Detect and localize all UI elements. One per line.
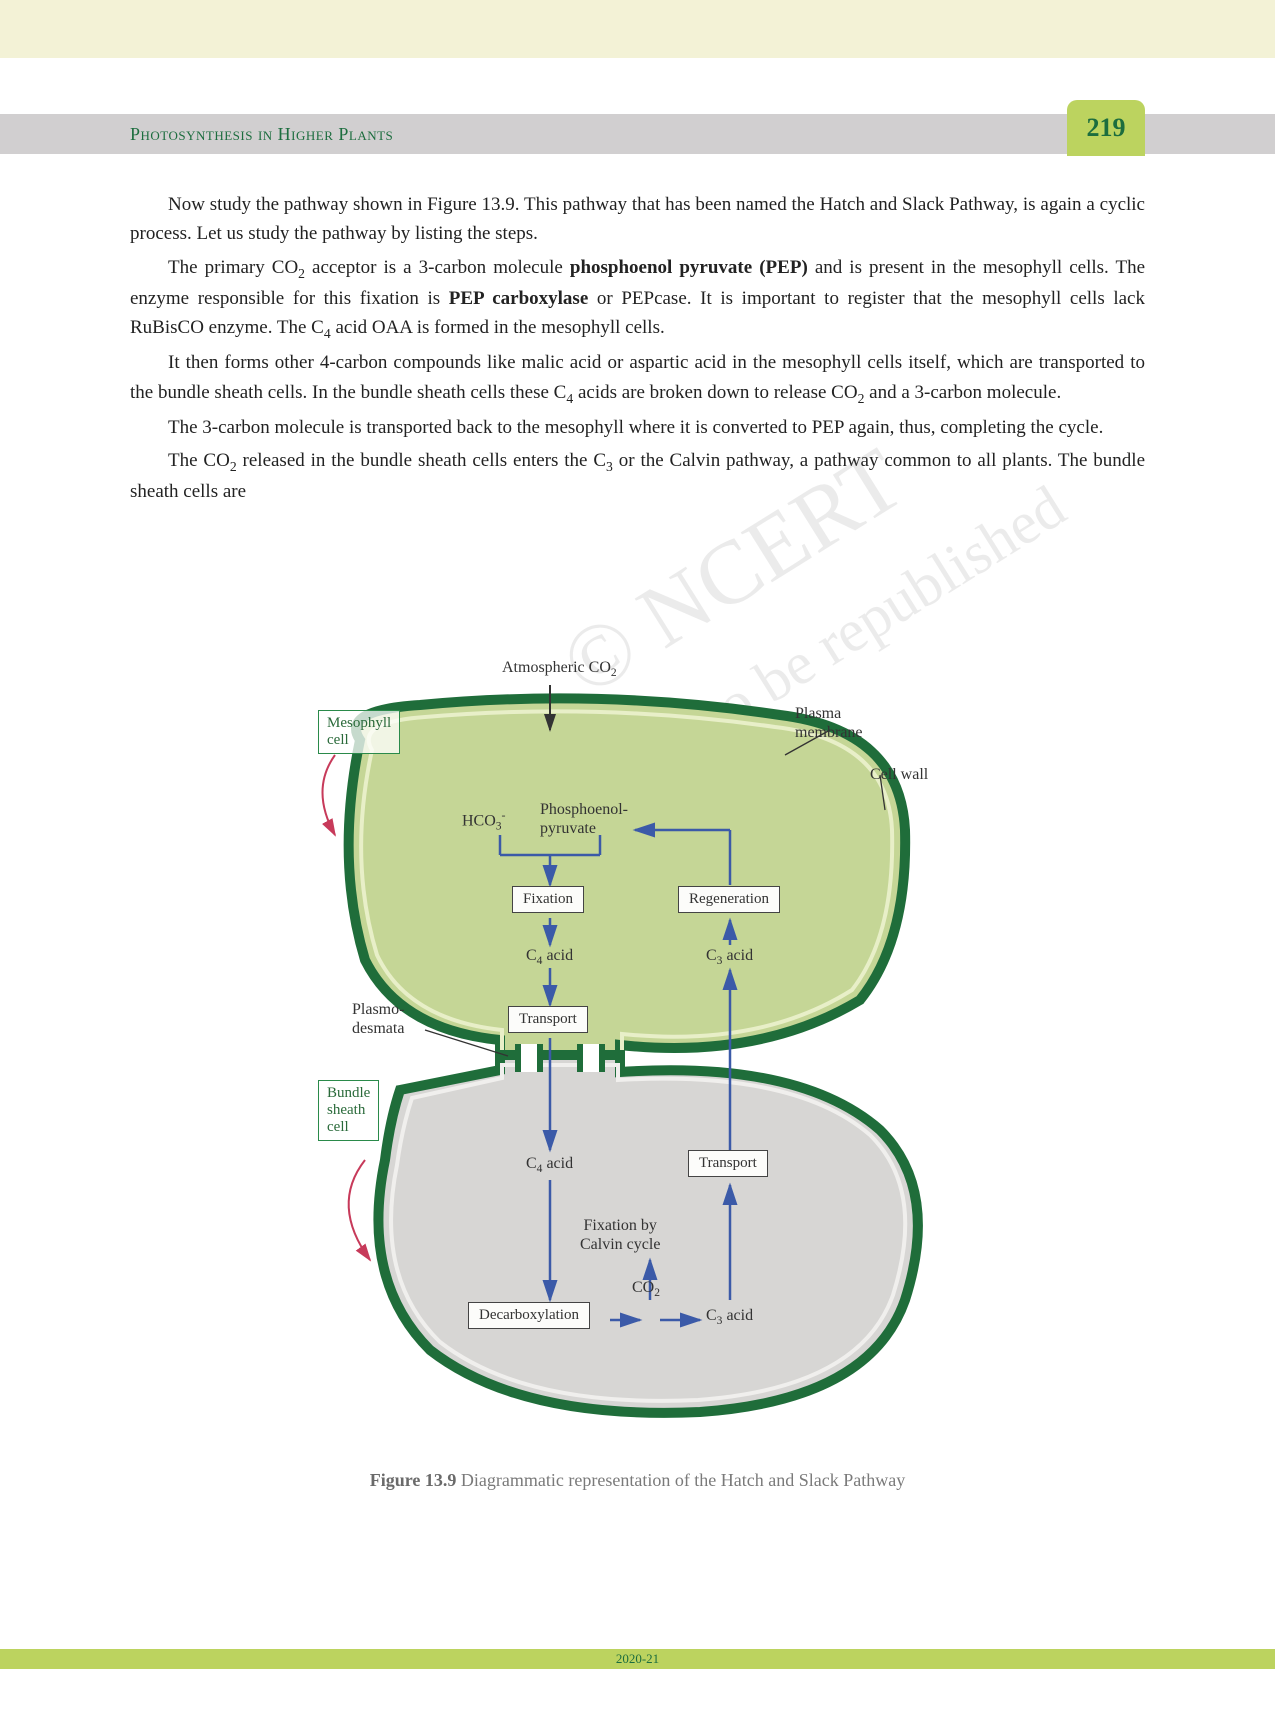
box-transport-top: Transport — [508, 1006, 588, 1033]
page-number-badge: 219 — [1067, 100, 1145, 156]
footer-year-band: 2020-21 — [0, 1649, 1275, 1669]
plasmodesmata-gap-1 — [518, 1044, 540, 1072]
label-co2: CO2 — [632, 1278, 660, 1301]
figure-13-9: Atmospheric CO2 Mesophyllcell Plasmamemb… — [240, 660, 960, 1440]
label-c3-acid-bottom: C3 acid — [706, 1306, 753, 1329]
label-fixation-calvin: Fixation byCalvin cycle — [580, 1216, 660, 1254]
label-pep: Phosphoenol-pyruvate — [540, 800, 628, 838]
para-5: The CO2 released in the bundle sheath ce… — [130, 446, 1145, 506]
box-transport-bottom: Transport — [688, 1150, 768, 1177]
box-fixation: Fixation — [512, 886, 584, 913]
label-plasmodesmata: Plasmo-desmata — [352, 1000, 404, 1038]
box-decarboxylation: Decarboxylation — [468, 1302, 590, 1329]
label-hco3: HCO3- — [462, 808, 506, 834]
mesophyll-pointer — [323, 755, 336, 835]
hatch-slack-diagram — [240, 660, 960, 1440]
label-plasma-membrane: Plasmamembrane — [795, 704, 863, 742]
page-number: 219 — [1087, 113, 1126, 143]
label-atm-co2: Atmospheric CO2 — [502, 658, 617, 681]
label-bundle-sheath: Bundlesheathcell — [318, 1080, 379, 1141]
figure-caption: Figure 13.9 Diagrammatic representation … — [0, 1470, 1275, 1491]
label-c3-acid-top: C3 acid — [706, 946, 753, 969]
top-color-band — [0, 0, 1275, 58]
page: Photosynthesis in Higher Plants 219 Now … — [0, 0, 1275, 1709]
plasmodesmata-gap-2 — [580, 1044, 602, 1072]
box-regeneration: Regeneration — [678, 886, 780, 913]
para-2: The primary CO2 acceptor is a 3-carbon m… — [130, 253, 1145, 344]
para-1: Now study the pathway shown in Figure 13… — [130, 190, 1145, 249]
para-4: The 3-carbon molecule is transported bac… — [130, 413, 1145, 442]
mesophyll-cell-shape — [349, 698, 906, 1055]
label-mesophyll-cell: Mesophyllcell — [318, 710, 400, 754]
label-c4-acid-bottom: C4 acid — [526, 1154, 573, 1177]
label-c4-acid-top: C4 acid — [526, 946, 573, 969]
body-text: Now study the pathway shown in Figure 13… — [130, 190, 1145, 511]
bundle-pointer — [349, 1160, 370, 1260]
label-cell-wall: Cell wall — [870, 765, 928, 784]
para-3: It then forms other 4-carbon compounds l… — [130, 348, 1145, 408]
chapter-title: Photosynthesis in Higher Plants — [130, 124, 393, 145]
